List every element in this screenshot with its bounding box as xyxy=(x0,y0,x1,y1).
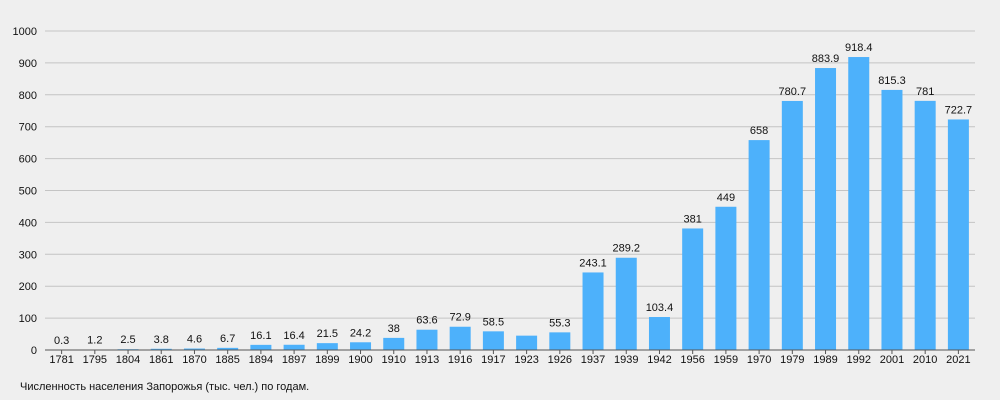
data-label: 815.3 xyxy=(878,75,906,87)
bar-1923 xyxy=(516,335,538,350)
x-tick-label: 1956 xyxy=(680,354,704,366)
data-label: 6.7 xyxy=(220,333,235,345)
data-label: 1.2 xyxy=(87,335,102,347)
x-tick-label: 1942 xyxy=(647,354,671,366)
y-tick-label: 600 xyxy=(19,154,37,166)
x-tick-label: 1959 xyxy=(714,354,738,366)
y-tick-label: 400 xyxy=(19,217,37,229)
x-tick-label: 2001 xyxy=(880,354,904,366)
bar-1992 xyxy=(848,57,870,351)
x-tick-label: 1910 xyxy=(382,354,406,366)
y-tick-label: 100 xyxy=(19,313,37,325)
bar-2001 xyxy=(881,89,903,350)
bar-2021 xyxy=(947,119,969,350)
data-label: 0.3 xyxy=(54,335,69,347)
data-label: 781 xyxy=(916,86,934,98)
x-tick-label: 2021 xyxy=(946,354,970,366)
chart-caption: Численность населения Запорожья (тыс. че… xyxy=(20,381,310,393)
x-tick-label: 1917 xyxy=(481,354,505,366)
bar-1959 xyxy=(715,206,737,350)
x-tick-label: 1989 xyxy=(813,354,837,366)
x-tick-label: 1781 xyxy=(49,354,73,366)
y-tick-label: 300 xyxy=(19,249,37,261)
x-tick-label: 2010 xyxy=(913,354,937,366)
data-label: 883.9 xyxy=(812,53,840,65)
data-label: 55.3 xyxy=(549,317,570,329)
bar-1926 xyxy=(549,332,571,350)
bar-1897 xyxy=(283,344,305,350)
data-label: 72.9 xyxy=(449,312,470,324)
bar-1861 xyxy=(150,348,172,350)
x-tick-label: 1894 xyxy=(249,354,273,366)
y-axis-tick-labels: 0 100 200 300 400 500 600 700 800 900 1000 xyxy=(13,26,37,357)
y-tick-label: 900 xyxy=(19,58,37,70)
x-tick-label: 1979 xyxy=(780,354,804,366)
data-label: 103.4 xyxy=(646,302,674,314)
y-tick-label: 700 xyxy=(19,122,37,134)
data-label: 918.4 xyxy=(845,42,873,54)
bar-1917 xyxy=(482,331,504,350)
bar-1956 xyxy=(682,228,704,350)
x-tick-label: 1897 xyxy=(282,354,306,366)
x-tick-label: 1970 xyxy=(747,354,771,366)
y-tick-label: 200 xyxy=(19,281,37,293)
x-tick-label: 1861 xyxy=(149,354,173,366)
data-label: 243.1 xyxy=(579,257,607,269)
bar-1910 xyxy=(383,337,405,350)
data-label: 4.6 xyxy=(187,334,202,346)
bar-1989 xyxy=(815,68,837,351)
bar-1942 xyxy=(648,317,670,350)
x-tick-label: 1900 xyxy=(348,354,372,366)
x-tick-label: 1885 xyxy=(215,354,239,366)
bar-1970 xyxy=(748,140,770,350)
x-tick-label: 1870 xyxy=(182,354,206,366)
bar-1913 xyxy=(416,329,438,350)
x-tick-label: 1913 xyxy=(415,354,439,366)
x-tick-label: 1916 xyxy=(448,354,472,366)
y-tick-label: 500 xyxy=(19,186,37,198)
x-tick-label: 1923 xyxy=(514,354,538,366)
data-label: 38 xyxy=(388,323,400,335)
bar-1899 xyxy=(316,343,338,350)
bar-1937 xyxy=(582,272,604,350)
y-tick-label: 800 xyxy=(19,90,37,102)
y-tick-label: 1000 xyxy=(13,26,37,38)
data-label: 24.2 xyxy=(350,327,371,339)
x-tick-label: 1926 xyxy=(548,354,572,366)
data-label: 16.4 xyxy=(283,330,304,342)
bar-2010 xyxy=(914,100,936,351)
bar-1939 xyxy=(615,257,637,350)
data-label: 21.5 xyxy=(317,328,338,340)
bar-1870 xyxy=(183,348,205,350)
data-label: 3.8 xyxy=(154,334,169,346)
data-label: 449 xyxy=(717,192,735,204)
data-label: 780.7 xyxy=(779,86,807,98)
bar-1885 xyxy=(217,347,239,350)
x-tick-label: 1899 xyxy=(315,354,339,366)
x-tick-label: 1937 xyxy=(581,354,605,366)
data-label: 58.5 xyxy=(483,316,504,328)
data-label: 381 xyxy=(683,213,701,225)
x-tick-label: 1992 xyxy=(847,354,871,366)
bar-1916 xyxy=(449,326,471,350)
grid-lines xyxy=(45,30,975,351)
bar-1900 xyxy=(350,342,372,350)
bars xyxy=(51,57,969,351)
data-label: 722.7 xyxy=(945,104,973,116)
data-label: 289.2 xyxy=(612,243,640,255)
data-label: 658 xyxy=(750,125,768,137)
data-label: 2.5 xyxy=(120,334,135,346)
data-label: 63.6 xyxy=(416,315,437,327)
bar-1894 xyxy=(250,344,272,350)
x-tick-label: 1795 xyxy=(83,354,107,366)
x-axis-tick-labels: 1781 1795 1804 1861 1870 1885 1894 1897 1899 1900… xyxy=(45,349,975,366)
x-tick-label: 1939 xyxy=(614,354,638,366)
data-label: 16.1 xyxy=(250,330,271,342)
data-labels: 0.3 1.2 2.5 3.8 4.6 6.7 16.1 16.4 21.5 24.2 38 63.6… xyxy=(54,42,972,347)
bar-1979 xyxy=(781,100,803,351)
y-tick-label: 0 xyxy=(31,345,37,357)
x-tick-label: 1804 xyxy=(116,354,140,366)
